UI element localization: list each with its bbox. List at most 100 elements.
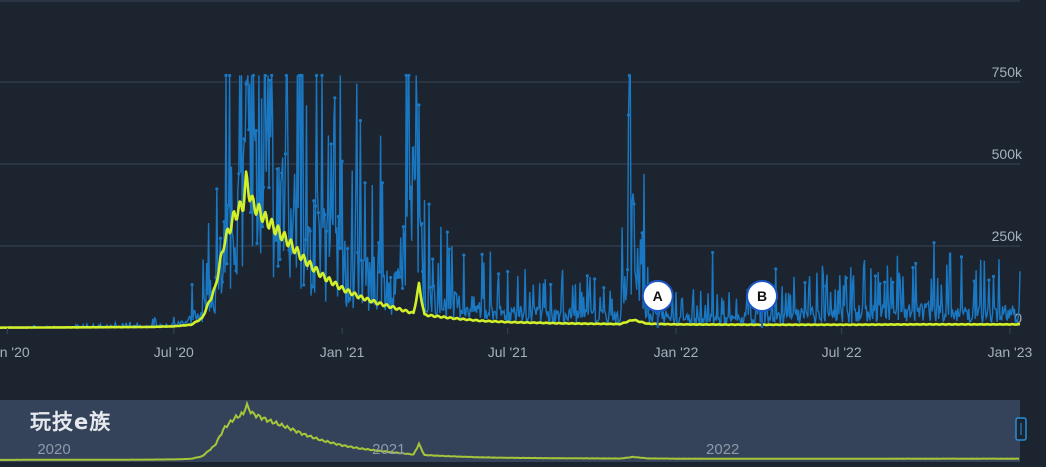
navigator-series-line (0, 400, 1020, 461)
x-tick-label: Jul '22 (822, 344, 862, 360)
x-tick-label: Jan '22 (654, 344, 699, 360)
series-blue-point (803, 280, 807, 285)
series-blue-point (991, 274, 996, 279)
series-blue-point (711, 250, 715, 255)
series-blue-point (278, 257, 282, 262)
series-blue-point (407, 73, 411, 78)
series-blue-point (268, 78, 272, 82)
series-blue-point (312, 199, 316, 203)
annotation-label: B (757, 288, 767, 304)
series-blue-point (287, 248, 291, 252)
series-blue-point (399, 274, 404, 278)
navigator-year-label: 2022 (706, 441, 739, 458)
series-blue-point (432, 284, 436, 288)
series-blue-point (267, 185, 271, 190)
x-tick-label: Jan '21 (320, 344, 365, 360)
series-blue-point (914, 261, 918, 266)
series-blue-point (260, 224, 265, 229)
series-blue-point (421, 269, 425, 273)
annotation-label: A (653, 288, 663, 304)
series-blue-point (261, 185, 266, 189)
navigator-year-label: 2020 (37, 441, 70, 458)
series-blue-point (346, 247, 350, 251)
series-blue-markers (190, 73, 996, 290)
series-blue-point (394, 271, 398, 275)
series-blue-point (774, 267, 778, 271)
series-blue-point (302, 283, 306, 287)
series-blue-point (549, 282, 553, 287)
y-tick-label: 750k (992, 64, 1023, 80)
series-blue-point (358, 118, 363, 123)
series-blue-point (311, 285, 315, 289)
series-blue-point (496, 272, 501, 276)
series-blue-point (585, 274, 589, 278)
series-blue-point (225, 262, 229, 266)
series-blue-point (251, 73, 255, 78)
series-blue-point (626, 113, 631, 117)
series-blue-point (409, 185, 413, 189)
series-blue-point (283, 152, 288, 156)
series-blue-point (824, 284, 828, 288)
series-blue-point (275, 167, 279, 171)
series-blue-point (323, 213, 327, 217)
series-blue-point (215, 187, 219, 191)
series-blue-point (428, 285, 432, 289)
series-blue-point (445, 230, 449, 234)
navigator-background (0, 400, 1020, 462)
series-blue-point (333, 96, 337, 100)
series-blue-point (356, 250, 360, 255)
series-blue-point (627, 73, 631, 78)
series-blue-point (329, 142, 333, 146)
series-blue-point (844, 276, 848, 280)
series-blue-point (883, 280, 887, 284)
series-blue-point (274, 238, 278, 242)
series-blue-point (987, 278, 991, 282)
series-blue-point (911, 266, 915, 270)
series-blue-point (314, 204, 318, 208)
series-blue-point (303, 238, 308, 242)
series-blue-point (247, 128, 251, 132)
series-blue-point (401, 225, 406, 229)
series-blue-point (873, 274, 878, 278)
series-blue-point (447, 247, 451, 251)
series-blue-point (404, 73, 408, 78)
watermark-logo: 玩技e族 (30, 410, 112, 434)
series-blue-point (190, 283, 194, 287)
series-blue-point (480, 252, 484, 257)
annotation-marker (641, 280, 674, 312)
x-tick-label: Jul '20 (154, 344, 194, 360)
x-tick-label: Jan '20 (0, 344, 30, 360)
series-blue-point (228, 73, 232, 78)
series-blue-point (316, 211, 320, 215)
series-green-line (0, 170, 1021, 329)
series-blue-point (891, 280, 895, 284)
series-blue-point (972, 279, 976, 283)
series-blue-point (932, 241, 936, 245)
series-blue-point (427, 202, 431, 206)
series-blue-point (314, 73, 319, 78)
series-blue-point (307, 226, 311, 231)
annotation-marker (746, 280, 779, 312)
x-tick-label: Jan '23 (988, 344, 1033, 360)
series-blue-point (420, 222, 424, 226)
series-blue-point (320, 73, 324, 78)
series-blue-point (378, 270, 382, 274)
y-tick-label: 250k (992, 228, 1023, 244)
series-blue-point (380, 181, 384, 185)
series-blue-point (242, 137, 246, 141)
series-blue-point (377, 241, 381, 245)
series-blue-point (227, 203, 231, 207)
series-blue-point (339, 246, 343, 250)
series-blue-point (324, 229, 329, 233)
series-blue-point (300, 73, 304, 78)
series-blue-point (340, 159, 344, 163)
series-blue-point (632, 202, 636, 206)
series-blue-point (270, 73, 274, 78)
series-blue-point (234, 269, 238, 273)
series-blue-point (431, 257, 435, 261)
series-blue-point (220, 280, 224, 284)
series-blue-point (237, 172, 241, 176)
series-blue-point (959, 255, 964, 259)
